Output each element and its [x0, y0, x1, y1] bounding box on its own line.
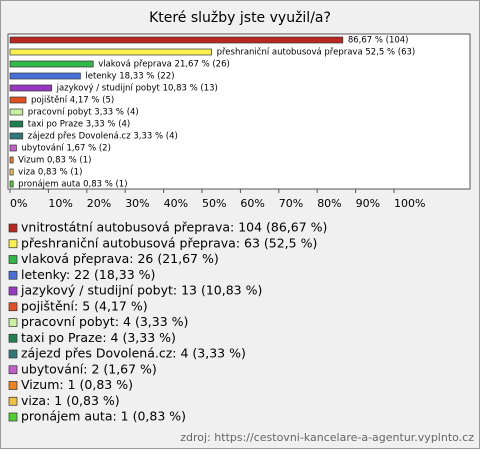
legend-swatch	[8, 396, 18, 406]
bar	[9, 132, 24, 140]
x-tick-label: 40%	[164, 197, 188, 210]
bar	[9, 168, 14, 176]
legend-label: pronájem auta: 1 (0,83 %)	[21, 409, 186, 424]
bar	[9, 156, 14, 164]
data-label: viza 0,83 % (1)	[18, 168, 82, 178]
bar	[9, 120, 24, 128]
bar	[9, 84, 52, 92]
plot-area	[7, 33, 471, 190]
legend-swatch	[8, 286, 18, 296]
data-label: pojištění 4,17 % (5)	[31, 95, 114, 106]
legend-swatch	[8, 255, 18, 264]
data-label: vlaková přeprava 21,67 % (26)	[98, 60, 230, 70]
bar	[9, 72, 81, 80]
x-tick-label: 50%	[202, 197, 226, 210]
x-tick-label: 0%	[10, 197, 27, 210]
legend-label: pracovní pobyt: 4 (3,33 %)	[21, 314, 188, 329]
data-label: taxi po Praze 3,33 % (4)	[28, 120, 130, 130]
legend-label: taxi po Praze: 4 (3,33 %)	[21, 330, 176, 345]
legend-swatch	[8, 239, 18, 249]
data-label: pronájem auta 0,83 % (1)	[18, 180, 127, 190]
data-label: jazykový / studijní pobyt 10,83 % (13)	[56, 84, 218, 94]
legend-swatch	[8, 381, 18, 390]
x-tick-label: 90%	[356, 197, 380, 210]
legend-swatch	[8, 412, 18, 422]
x-tick-label: 70%	[279, 197, 303, 210]
bar	[9, 180, 14, 188]
bar	[9, 36, 344, 44]
legend-label: viza: 1 (0,83 %)	[21, 393, 120, 408]
legend-swatch	[8, 302, 18, 312]
data-label: ubytování 1,67 % (2)	[21, 144, 110, 154]
bar	[9, 60, 94, 68]
legend-swatch	[8, 349, 18, 359]
x-tick-label: 80%	[317, 197, 341, 210]
legend-label: jazykový / studijní pobyt: 13 (10,83 %)	[20, 283, 262, 298]
legend-label: vlaková přeprava: 26 (21,67 %)	[21, 251, 219, 266]
data-label: letenky 18,33 % (22)	[85, 72, 174, 82]
data-label: 86,67 % (104)	[348, 36, 409, 46]
bar	[9, 96, 27, 104]
legend-swatch	[8, 223, 18, 233]
legend-label: pojištění: 5 (4,17 %)	[21, 298, 148, 313]
bar	[9, 144, 17, 152]
legend-swatch	[8, 270, 18, 280]
x-tick-label: 10%	[48, 197, 72, 210]
data-label: pracovní pobyt 3,33 % (4)	[28, 108, 139, 118]
x-tick-label: 100%	[394, 197, 425, 210]
bar	[9, 48, 212, 56]
data-label: Vizum 0,83 % (1)	[18, 156, 91, 166]
legend-label: letenky: 22 (18,33 %)	[21, 267, 155, 282]
legend-swatch	[8, 365, 18, 375]
legend-label: přeshraniční autobusová přeprava: 63 (52…	[21, 235, 317, 250]
chart-title: Které služby jste využil/a?	[149, 10, 331, 26]
bar	[9, 108, 24, 116]
legend-swatch	[8, 318, 18, 327]
legend-label: vnitrostátní autobusová přeprava: 104 (8…	[21, 220, 327, 235]
legend-label: ubytování: 2 (1,67 %)	[21, 361, 157, 376]
data-label: přeshraniční autobusová přeprava 52,5 % …	[217, 47, 416, 58]
legend-label: Vizum: 1 (0,83 %)	[21, 377, 133, 392]
x-tick-label: 60%	[240, 197, 264, 210]
legend-swatch	[8, 333, 18, 343]
x-tick-label: 20%	[87, 197, 111, 210]
source: zdroj: https://cestovni-kancelare-a-agen…	[180, 431, 474, 444]
legend-label: zájezd přes Dovolená.cz: 4 (3,33 %)	[21, 346, 246, 361]
x-tick-label: 30%	[125, 197, 149, 210]
data-label: zájezd přes Dovolená.cz 3,33 % (4)	[28, 132, 178, 142]
